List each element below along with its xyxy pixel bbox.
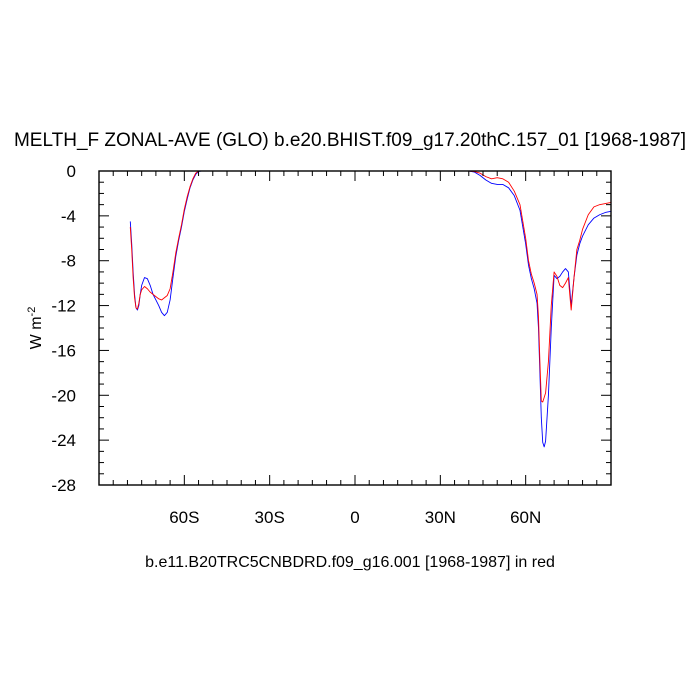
x-tick-label: 60S [169,508,199,527]
y-tick-label: -16 [51,341,76,360]
plot-area: 60S 30S 0 30N 60N 0 -4 -8 -12 -16 -20 -24 -28 [51,162,612,527]
series-line-2 [129,170,612,403]
y-tick-label: -20 [51,386,76,405]
chart-caption: b.e11.B20TRC5CNBDRD.f09_g16.001 [1968-19… [145,554,555,571]
y-tick-label: -28 [51,476,76,495]
x-ticks: 60S 30S 0 30N 60N [112,171,598,527]
x-tick-label: 30S [255,508,285,527]
x-tick-label: 60N [510,508,541,527]
x-tick-label: 0 [350,508,359,527]
y-tick-label: -12 [51,297,76,316]
series-line-1 [129,170,612,448]
y-tick-label: 0 [67,162,76,181]
y-axis-label-exponent: -2 [26,307,38,317]
y-tick-label: -24 [51,431,76,450]
y-tick-label: -8 [61,252,76,271]
plot-frame [98,170,612,486]
x-tick-label: 30N [425,508,456,527]
y-ticks: 0 -4 -8 -12 -16 -20 -24 -28 [51,162,611,495]
y-tick-label: -4 [61,207,76,226]
y-axis-label: W m-2 [26,307,45,350]
series-layer [129,170,612,448]
chart-title: MELTH_F ZONAL-AVE (GLO) b.e20.BHIST.f09_… [14,130,686,151]
y-axis-label-base: W m [28,316,45,349]
